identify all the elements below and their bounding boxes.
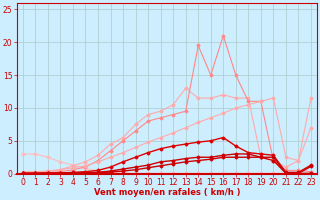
X-axis label: Vent moyen/en rafales ( km/h ): Vent moyen/en rafales ( km/h ) (94, 188, 240, 197)
